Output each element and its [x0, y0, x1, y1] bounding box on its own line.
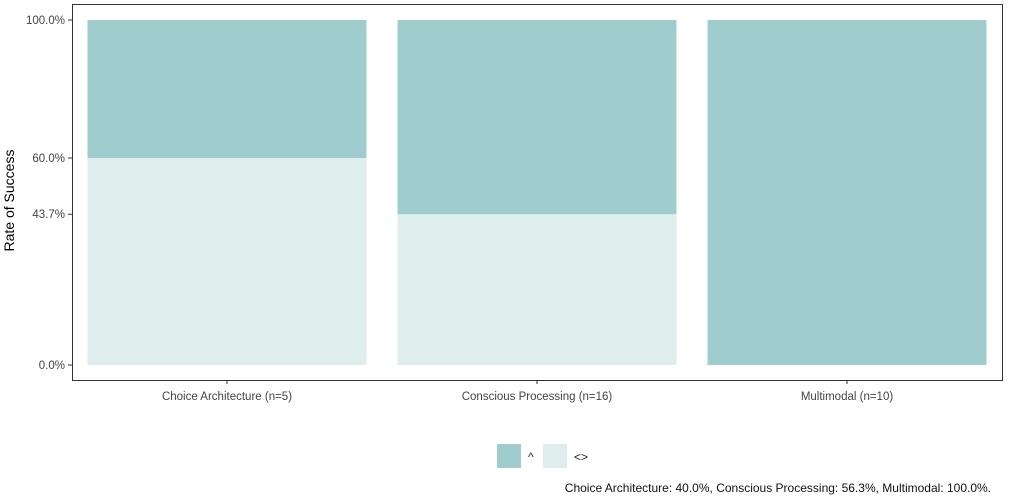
- y-tick-label: 60.0%: [32, 153, 65, 165]
- bar-segment-angle-0: [87, 158, 367, 365]
- y-axis-title: Rate of Success: [1, 150, 17, 252]
- legend-label-caret: ^: [528, 450, 534, 464]
- x-axis: Choice Architecture (n=5) Conscious Proce…: [162, 380, 893, 403]
- y-tick-label: 0.0%: [39, 360, 65, 372]
- legend-swatch-angle: [543, 444, 567, 468]
- x-tick-label: Choice Architecture (n=5): [162, 391, 292, 403]
- y-tick-label: 43.7%: [32, 209, 65, 221]
- bar-segment-caret-1: [397, 20, 677, 215]
- y-axis: 0.0% 43.7% 60.0% 100.0%: [26, 15, 72, 372]
- bar-layer: [87, 20, 987, 365]
- bar-segment-angle-1: [397, 214, 677, 365]
- chart-caption: Choice Architecture: 40.0%, Conscious Pr…: [564, 481, 991, 495]
- legend: ^ <>: [497, 444, 588, 468]
- legend-swatch-caret: [497, 444, 521, 468]
- legend-label-angle: <>: [574, 450, 588, 464]
- bar-segment-caret-2: [707, 20, 987, 365]
- y-tick-label: 100.0%: [26, 15, 65, 27]
- x-tick-label: Conscious Processing (n=16): [462, 391, 613, 403]
- bar-segment-caret-0: [87, 20, 367, 158]
- x-tick-label: Multimodal (n=10): [801, 391, 894, 403]
